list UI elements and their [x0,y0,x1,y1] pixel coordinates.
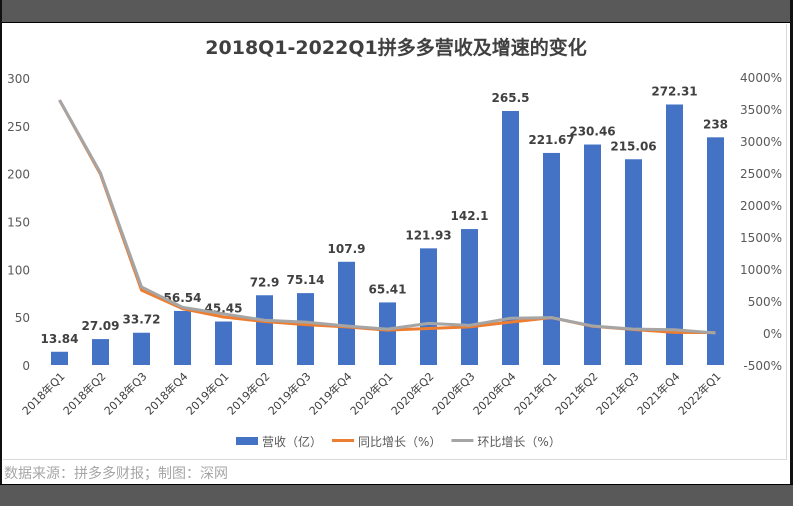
bar [461,229,478,365]
right-axis-tick: 500% [748,295,782,309]
bar [51,351,68,365]
bar [707,137,724,365]
bar-value-label: 33.72 [123,313,161,327]
bar-value-label: 75.14 [287,273,325,287]
bar-value-label: 238 [703,117,728,131]
bar-value-label: 27.09 [82,319,120,333]
left-axis-tick: 300 [7,72,30,86]
right-axis-tick: 2500% [740,167,782,181]
bottom-band [0,484,793,506]
left-axis-tick: 200 [7,168,30,182]
right-axis-tick: 3500% [740,103,782,117]
x-axis-tick: 2021年Q2 [552,369,601,418]
bar [215,321,232,365]
bar [420,248,437,365]
bar [92,339,109,365]
bar-value-label: 121.93 [405,228,451,242]
bar-value-label: 230.46 [569,125,615,139]
legend-label: 环比增长（%） [477,435,560,449]
chart: 2018Q1-2022Q1拼多多营收及增速的变化 0 50 100 150 200 250… [7,36,782,449]
bar [338,261,355,365]
left-axis-tick: 0 [22,359,30,373]
bar [133,332,150,365]
bar [543,152,560,365]
chart-title: 2018Q1-2022Q1拼多多营收及增速的变化 [205,36,586,59]
legend-label: 营收（亿） [262,434,322,449]
x-axis-tick: 2018年Q4 [142,369,191,418]
source-footer: 数据来源：拼多多财报；制图：深网 [4,466,228,482]
x-axis-tick: 2021年Q1 [511,369,560,418]
bar-value-label: 272.31 [651,84,697,98]
bar-value-label: 13.84 [41,332,79,346]
bar-value-label: 265.5 [492,91,530,105]
right-axis-tick: 2000% [740,199,782,213]
left-border [0,0,2,505]
legend-swatch-line [332,439,355,442]
x-axis-tick: 2020年Q3 [429,369,478,418]
bar [666,104,683,365]
chart-frame [3,24,787,460]
x-axis-tick: 2019年Q4 [306,369,355,418]
bar-value-label: 221.67 [528,133,574,147]
top-band [0,0,793,23]
bar [256,295,273,365]
x-axis-tick: 2021年Q3 [593,369,642,418]
legend-label: 同比增长（%） [358,435,441,449]
line-series [58,99,716,335]
legend-swatch-line [451,439,474,442]
bar-value-label: 142.1 [451,209,489,223]
left-axis-tick: 250 [7,120,30,134]
bar-value-label: 107.9 [328,242,366,256]
bar-value-label: 72.9 [250,275,280,289]
x-axis-tick: 2020年Q4 [470,369,519,418]
x-axis-tick: 2018年Q2 [60,369,109,418]
left-axis-tick: 50 [15,311,30,325]
right-axis-tick: 1000% [740,263,782,277]
x-axis-tick: 2021年Q4 [634,369,683,418]
right-axis-tick: -500% [743,359,782,373]
line-series [58,99,716,335]
x-axis-tick: 2019年Q1 [183,369,232,418]
x-axis-tick: 2019年Q2 [224,369,273,418]
x-axis-tick: 2018年Q1 [19,369,68,418]
left-axis-tick: 150 [7,216,30,230]
bar [174,310,191,365]
bar [502,111,519,365]
bar [379,302,396,365]
x-axis-tick: 2020年Q2 [388,369,437,418]
right-axis-tick: 0% [763,327,782,341]
x-axis-tick: 2018年Q3 [101,369,150,418]
x-axis-tick: 2020年Q1 [347,369,396,418]
right-border [790,0,793,505]
bar [297,293,314,365]
right-axis-tick: 3000% [740,135,782,149]
right-axis-tick: 1500% [740,231,782,245]
left-axis-tick: 100 [7,263,30,277]
legend-swatch-bar [236,437,258,445]
bar [625,159,642,365]
x-axis-tick: 2019年Q3 [265,369,314,418]
right-axis-tick: 4000% [740,71,782,85]
bar-value-label: 65.41 [369,282,407,296]
bar-value-label: 215.06 [610,139,656,153]
bar [584,144,601,365]
x-axis-tick: 2022年Q1 [675,369,724,418]
